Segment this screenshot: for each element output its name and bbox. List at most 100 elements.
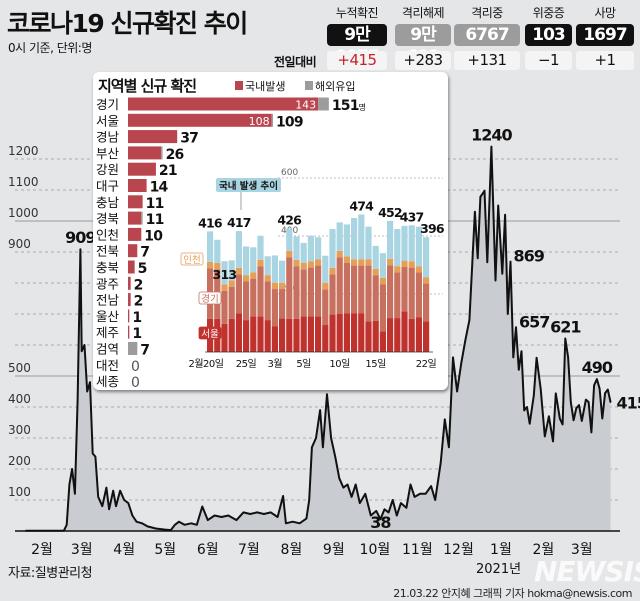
- stacked-bar-segment: [401, 225, 408, 261]
- stacked-bar-segment: [336, 222, 343, 251]
- data-point: [526, 406, 528, 408]
- domestic-bar: [128, 325, 130, 339]
- data-point: [483, 190, 486, 192]
- imported-bar: [271, 113, 273, 127]
- x-tick-label: 11월: [402, 542, 433, 558]
- data-point: [490, 146, 492, 148]
- stacked-bar-segment: [408, 267, 415, 319]
- stacked-bar-segment: [394, 229, 401, 267]
- data-point: [414, 496, 416, 498]
- stacked-bar-segment: [343, 262, 350, 314]
- stacked-bar-segment: [250, 272, 257, 279]
- stacked-bar-segment: [214, 262, 221, 270]
- data-point: [572, 419, 575, 421]
- stacked-bar-segment: [329, 274, 336, 315]
- domestic-bar: [128, 97, 319, 111]
- stacked-bar-segment: [293, 259, 300, 267]
- data-point: [123, 499, 125, 501]
- stacked-bar-segment: [228, 318, 235, 352]
- region-label: 경기: [96, 97, 119, 112]
- data-point: [89, 381, 91, 383]
- data-point: [105, 487, 107, 489]
- stacked-bar-segment: [235, 313, 242, 352]
- data-point: [135, 521, 138, 523]
- stat-diff: +1: [576, 51, 634, 70]
- data-point: [319, 409, 321, 411]
- imported-bar: [128, 342, 138, 355]
- inset-data-label: 437: [400, 209, 424, 224]
- total-value: 7: [140, 245, 149, 261]
- data-point: [562, 423, 564, 425]
- stacked-bar-segment: [372, 320, 379, 352]
- stacked-bar-segment: [379, 253, 386, 278]
- inset-data-label: 417: [227, 215, 251, 230]
- x-tick-label: 3월: [571, 542, 593, 558]
- stacked-bar-segment: [214, 239, 221, 263]
- stacked-bar-segment: [264, 275, 271, 282]
- data-point: [512, 356, 514, 358]
- region-label: 충남: [96, 195, 120, 210]
- data-point: [593, 384, 595, 386]
- stacked-bar-segment: [365, 226, 372, 260]
- stacked-bar-segment: [307, 267, 314, 317]
- stat-diff: +415: [327, 51, 387, 70]
- total-value: 10: [144, 228, 163, 244]
- series-tag: [180, 252, 204, 266]
- data-point: [342, 487, 344, 489]
- data-point: [504, 214, 506, 216]
- stacked-bar-segment: [264, 281, 271, 321]
- data-point: [564, 337, 566, 340]
- credit-label: 21.03.22 안지혜 그래픽 기자 hokma@newsis.com: [393, 587, 632, 600]
- data-point: [256, 511, 258, 513]
- stacked-bar-segment: [235, 267, 242, 275]
- data-point: [71, 468, 73, 470]
- data-point: [383, 508, 386, 510]
- data-point: [326, 393, 328, 395]
- stacked-bar-segment: [243, 281, 250, 321]
- data-point: [474, 211, 476, 213]
- data-point: [263, 513, 265, 515]
- stat-label: 사망: [594, 6, 616, 20]
- total-value: 26: [166, 147, 184, 163]
- stacked-bar-segment: [401, 267, 408, 312]
- data-point: [425, 493, 427, 495]
- y-tick-label: 500: [8, 361, 31, 375]
- stacked-bar-segment: [387, 265, 394, 319]
- inset-y-tick: 600: [281, 168, 298, 178]
- imported-bar: [318, 97, 329, 111]
- data-point: [575, 407, 577, 409]
- x-tick-label: 9월: [323, 542, 345, 558]
- data-point: [388, 511, 390, 513]
- stacked-bar-segment: [307, 261, 314, 268]
- stat-label: 격리해제: [401, 6, 445, 20]
- domestic-bar: [128, 146, 162, 160]
- x-tick-label: 6월: [197, 542, 219, 558]
- data-point: [359, 502, 361, 504]
- domestic-value: 108: [249, 115, 270, 128]
- region-label: 경북: [96, 211, 119, 226]
- imported-bar: [141, 211, 143, 225]
- stacked-bar-segment: [271, 289, 278, 327]
- stacked-bar-segment: [415, 266, 422, 273]
- stat-value: 1697: [576, 24, 634, 46]
- stacked-bar-segment: [322, 325, 329, 352]
- stacked-bar-segment: [307, 316, 314, 352]
- stacked-bar-segment: [228, 286, 235, 319]
- x-tick-label: 1월: [490, 542, 512, 558]
- stacked-bar-segment: [322, 282, 329, 290]
- data-point: [430, 485, 432, 487]
- region-label: 울산: [96, 309, 120, 324]
- stacked-bar-segment: [351, 313, 358, 352]
- stacked-bar-segment: [343, 256, 350, 263]
- stacked-bar-segment: [351, 259, 358, 266]
- data-point: [285, 522, 287, 524]
- stacked-bar-segment: [387, 318, 394, 352]
- stacked-bar-segment: [329, 229, 336, 268]
- callout-box: [216, 178, 281, 192]
- data-point: [559, 418, 561, 420]
- total-value: 14: [150, 180, 169, 196]
- stacked-bar-segment: [293, 236, 300, 260]
- data-point: [419, 493, 421, 495]
- data-point: [400, 502, 402, 504]
- data-point: [468, 319, 471, 321]
